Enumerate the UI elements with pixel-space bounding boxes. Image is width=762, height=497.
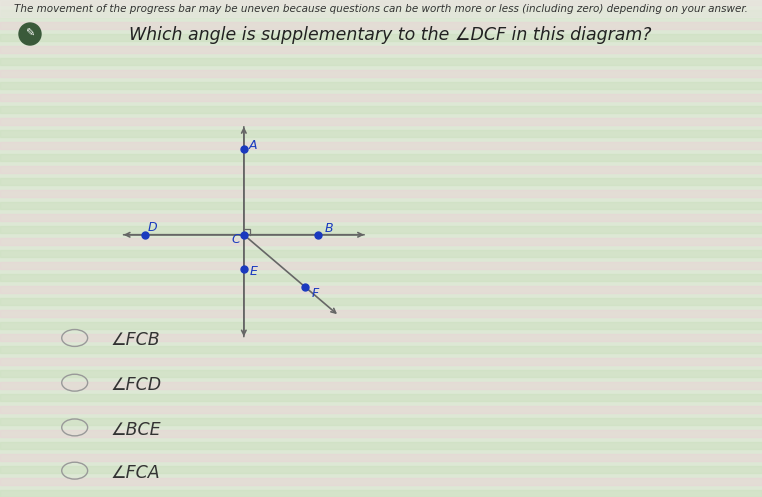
Bar (0, 0, 762, 17)
Bar (0, 0, 762, 5)
Bar (0, 106, 762, 113)
Bar (0, 491, 762, 497)
Text: ∠FCA: ∠FCA (110, 464, 160, 482)
Bar (0, 227, 762, 233)
Bar (0, 34, 762, 41)
Bar (0, 334, 762, 341)
Bar (0, 46, 762, 53)
Bar (0, 466, 762, 473)
Text: ∠FCB: ∠FCB (110, 331, 160, 349)
Text: F: F (312, 287, 319, 300)
Bar (0, 442, 762, 449)
Bar (0, 454, 762, 461)
Bar (0, 202, 762, 209)
Bar (0, 286, 762, 293)
Text: ✎: ✎ (25, 29, 35, 39)
Bar (0, 83, 762, 89)
Bar (0, 298, 762, 305)
Bar (0, 395, 762, 401)
Bar (0, 10, 762, 17)
Bar (0, 311, 762, 317)
Bar (0, 250, 762, 257)
Text: C: C (232, 233, 240, 246)
Bar (0, 274, 762, 281)
Bar (0, 239, 762, 245)
Bar (0, 382, 762, 389)
Text: ∠BCE: ∠BCE (110, 421, 161, 439)
Text: D: D (148, 221, 158, 234)
Bar (0, 155, 762, 161)
Bar (0, 346, 762, 353)
Bar (0, 118, 762, 125)
Text: ∠FCD: ∠FCD (110, 376, 162, 394)
Circle shape (19, 23, 41, 45)
Bar (0, 214, 762, 221)
Bar (0, 418, 762, 425)
Bar (0, 71, 762, 77)
Bar (0, 262, 762, 269)
Bar (0, 479, 762, 485)
Bar (0, 22, 762, 29)
Bar (0, 166, 762, 173)
Bar (0, 370, 762, 377)
Bar (0, 323, 762, 329)
Bar (0, 94, 762, 101)
Bar (0, 407, 762, 413)
Bar (0, 130, 762, 137)
Text: E: E (250, 264, 258, 278)
Bar (0, 143, 762, 149)
Bar (0, 358, 762, 365)
Bar (0, 430, 762, 437)
Bar (0, 190, 762, 197)
Text: B: B (325, 222, 334, 235)
Bar (0, 178, 762, 185)
Bar (0, 59, 762, 65)
Text: The movement of the progress bar may be uneven because questions can be worth mo: The movement of the progress bar may be … (14, 4, 748, 14)
Text: A: A (248, 139, 258, 152)
Text: Which angle is supplementary to the ∠DCF in this diagram?: Which angle is supplementary to the ∠DCF… (129, 26, 652, 44)
